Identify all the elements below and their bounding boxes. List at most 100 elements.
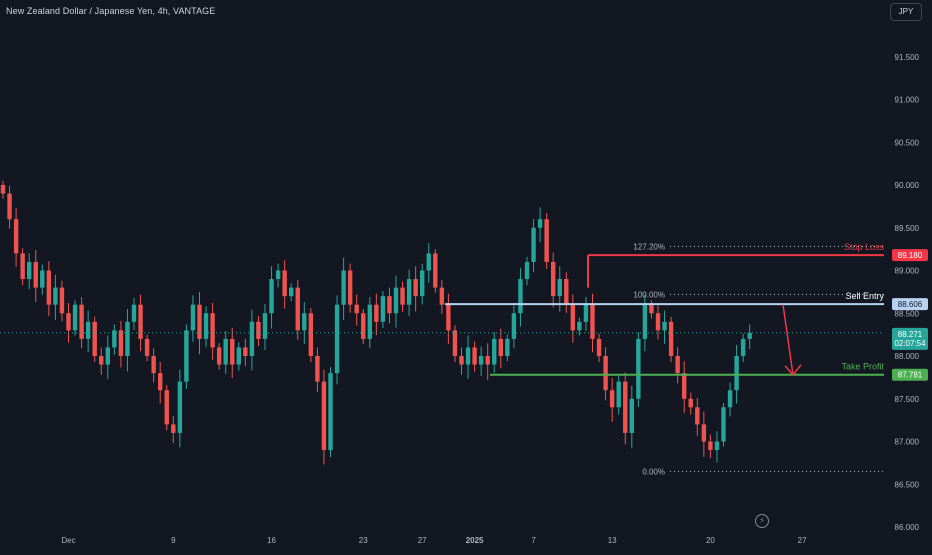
candle-body [7, 193, 12, 220]
candle-body [400, 287, 405, 305]
current-price-tag [892, 327, 928, 350]
take-profit-price-tag-text: 87.781 [898, 371, 923, 380]
candle-body [59, 287, 65, 314]
candle-body [315, 356, 320, 382]
candle-body [577, 321, 582, 331]
currency-button[interactable]: JPY [890, 3, 922, 21]
current-price-tag-text: 02:07:54 [894, 339, 926, 348]
candle-body [210, 313, 215, 348]
candle-body [328, 373, 333, 451]
x-tick-label: 2025 [466, 536, 484, 545]
candle-body [92, 321, 97, 356]
chart-title: New Zealand Dollar / Japanese Yen, 4h, V… [6, 6, 216, 16]
y-tick-label: 86.000 [895, 523, 920, 532]
candle-body [708, 441, 713, 451]
candle-body [177, 381, 183, 433]
sell-entry-label: Sell Entry [845, 291, 884, 301]
candle-body [302, 313, 307, 331]
x-tick-label: 7 [531, 536, 536, 545]
candle-body [334, 304, 340, 374]
candle-body [347, 270, 353, 305]
candle-body [406, 279, 412, 305]
candle-body [420, 270, 425, 297]
y-tick-label: 89.500 [895, 224, 920, 233]
candle-body [492, 338, 497, 365]
levels-layer[interactable]: Stop Loss Sell Entry Take Profit 127.20% 100… [0, 242, 884, 476]
candle-body [46, 270, 52, 305]
candle-body [367, 304, 372, 339]
candles-layer [0, 180, 752, 465]
candle-body [524, 261, 530, 280]
candle-body [642, 304, 648, 339]
candle-body [616, 381, 621, 408]
sell-entry-price-tag-text: 88.606 [898, 300, 923, 309]
candle-body [105, 347, 110, 365]
arrow-head [784, 364, 802, 376]
take-profit-price-tag [892, 368, 928, 381]
candle-body [164, 390, 169, 425]
candle-body [289, 287, 294, 297]
candle-body [459, 356, 464, 365]
candle-body [118, 330, 124, 356]
lightning-icon[interactable]: ⚡ [755, 514, 769, 528]
candle-body [603, 356, 608, 391]
candle-body [537, 219, 543, 228]
stop-loss-price-tag [892, 249, 928, 262]
candle-body [190, 304, 196, 331]
candle-body [27, 261, 32, 280]
x-tick-label: Dec [61, 536, 75, 545]
y-tick-label: 91.000 [895, 96, 920, 105]
candle-body [498, 338, 503, 356]
candle-body [197, 304, 202, 339]
y-tick-label: 86.500 [895, 480, 920, 489]
candle-body [171, 424, 176, 433]
candle-body [426, 253, 431, 271]
candle-body [465, 347, 471, 365]
candle-body [609, 390, 615, 408]
candle-body [13, 219, 19, 254]
fib-level-label: 0.00% [642, 467, 665, 476]
candle-body [53, 287, 58, 305]
candle-body [33, 261, 38, 288]
x-tick-label: 20 [706, 536, 715, 545]
candle-body [138, 304, 143, 339]
current-price-tag-text: 88.271 [898, 330, 923, 339]
x-tick-label: 23 [359, 536, 368, 545]
candle-body [727, 390, 733, 408]
candle-body [79, 304, 84, 339]
y-tick-label: 91.500 [895, 53, 920, 62]
candle-body [72, 304, 78, 331]
candle-body [0, 185, 6, 194]
stop-loss-price-tag-text: 89.180 [898, 251, 923, 260]
y-tick-label: 89.000 [895, 267, 920, 276]
y-tick-label: 88.500 [895, 309, 920, 318]
candle-body [478, 356, 484, 365]
candle-body [452, 330, 458, 356]
candle-body [184, 330, 189, 382]
candle-body [675, 356, 680, 374]
candle-body [308, 313, 314, 356]
candle-body [721, 407, 726, 442]
candle-body [131, 304, 137, 322]
candle-body [557, 279, 562, 297]
y-tick-label: 87.000 [895, 438, 920, 447]
x-tick-label: 13 [608, 536, 617, 545]
candle-body [236, 347, 241, 365]
candle-body [256, 321, 261, 339]
candle-body [682, 373, 687, 399]
candle-body [583, 304, 589, 322]
candle-body [485, 356, 490, 365]
candle-body [662, 321, 667, 331]
candle-body [518, 279, 523, 314]
candle-body [596, 338, 602, 356]
stop-loss-label: Stop Loss [844, 242, 885, 252]
candle-body [361, 313, 366, 339]
y-tick-label: 90.500 [895, 138, 920, 147]
candle-body [203, 313, 209, 339]
candle-body [112, 330, 117, 348]
take-profit-label: Take Profit [841, 362, 884, 372]
candle-body [688, 398, 693, 408]
candle-body [629, 398, 634, 433]
